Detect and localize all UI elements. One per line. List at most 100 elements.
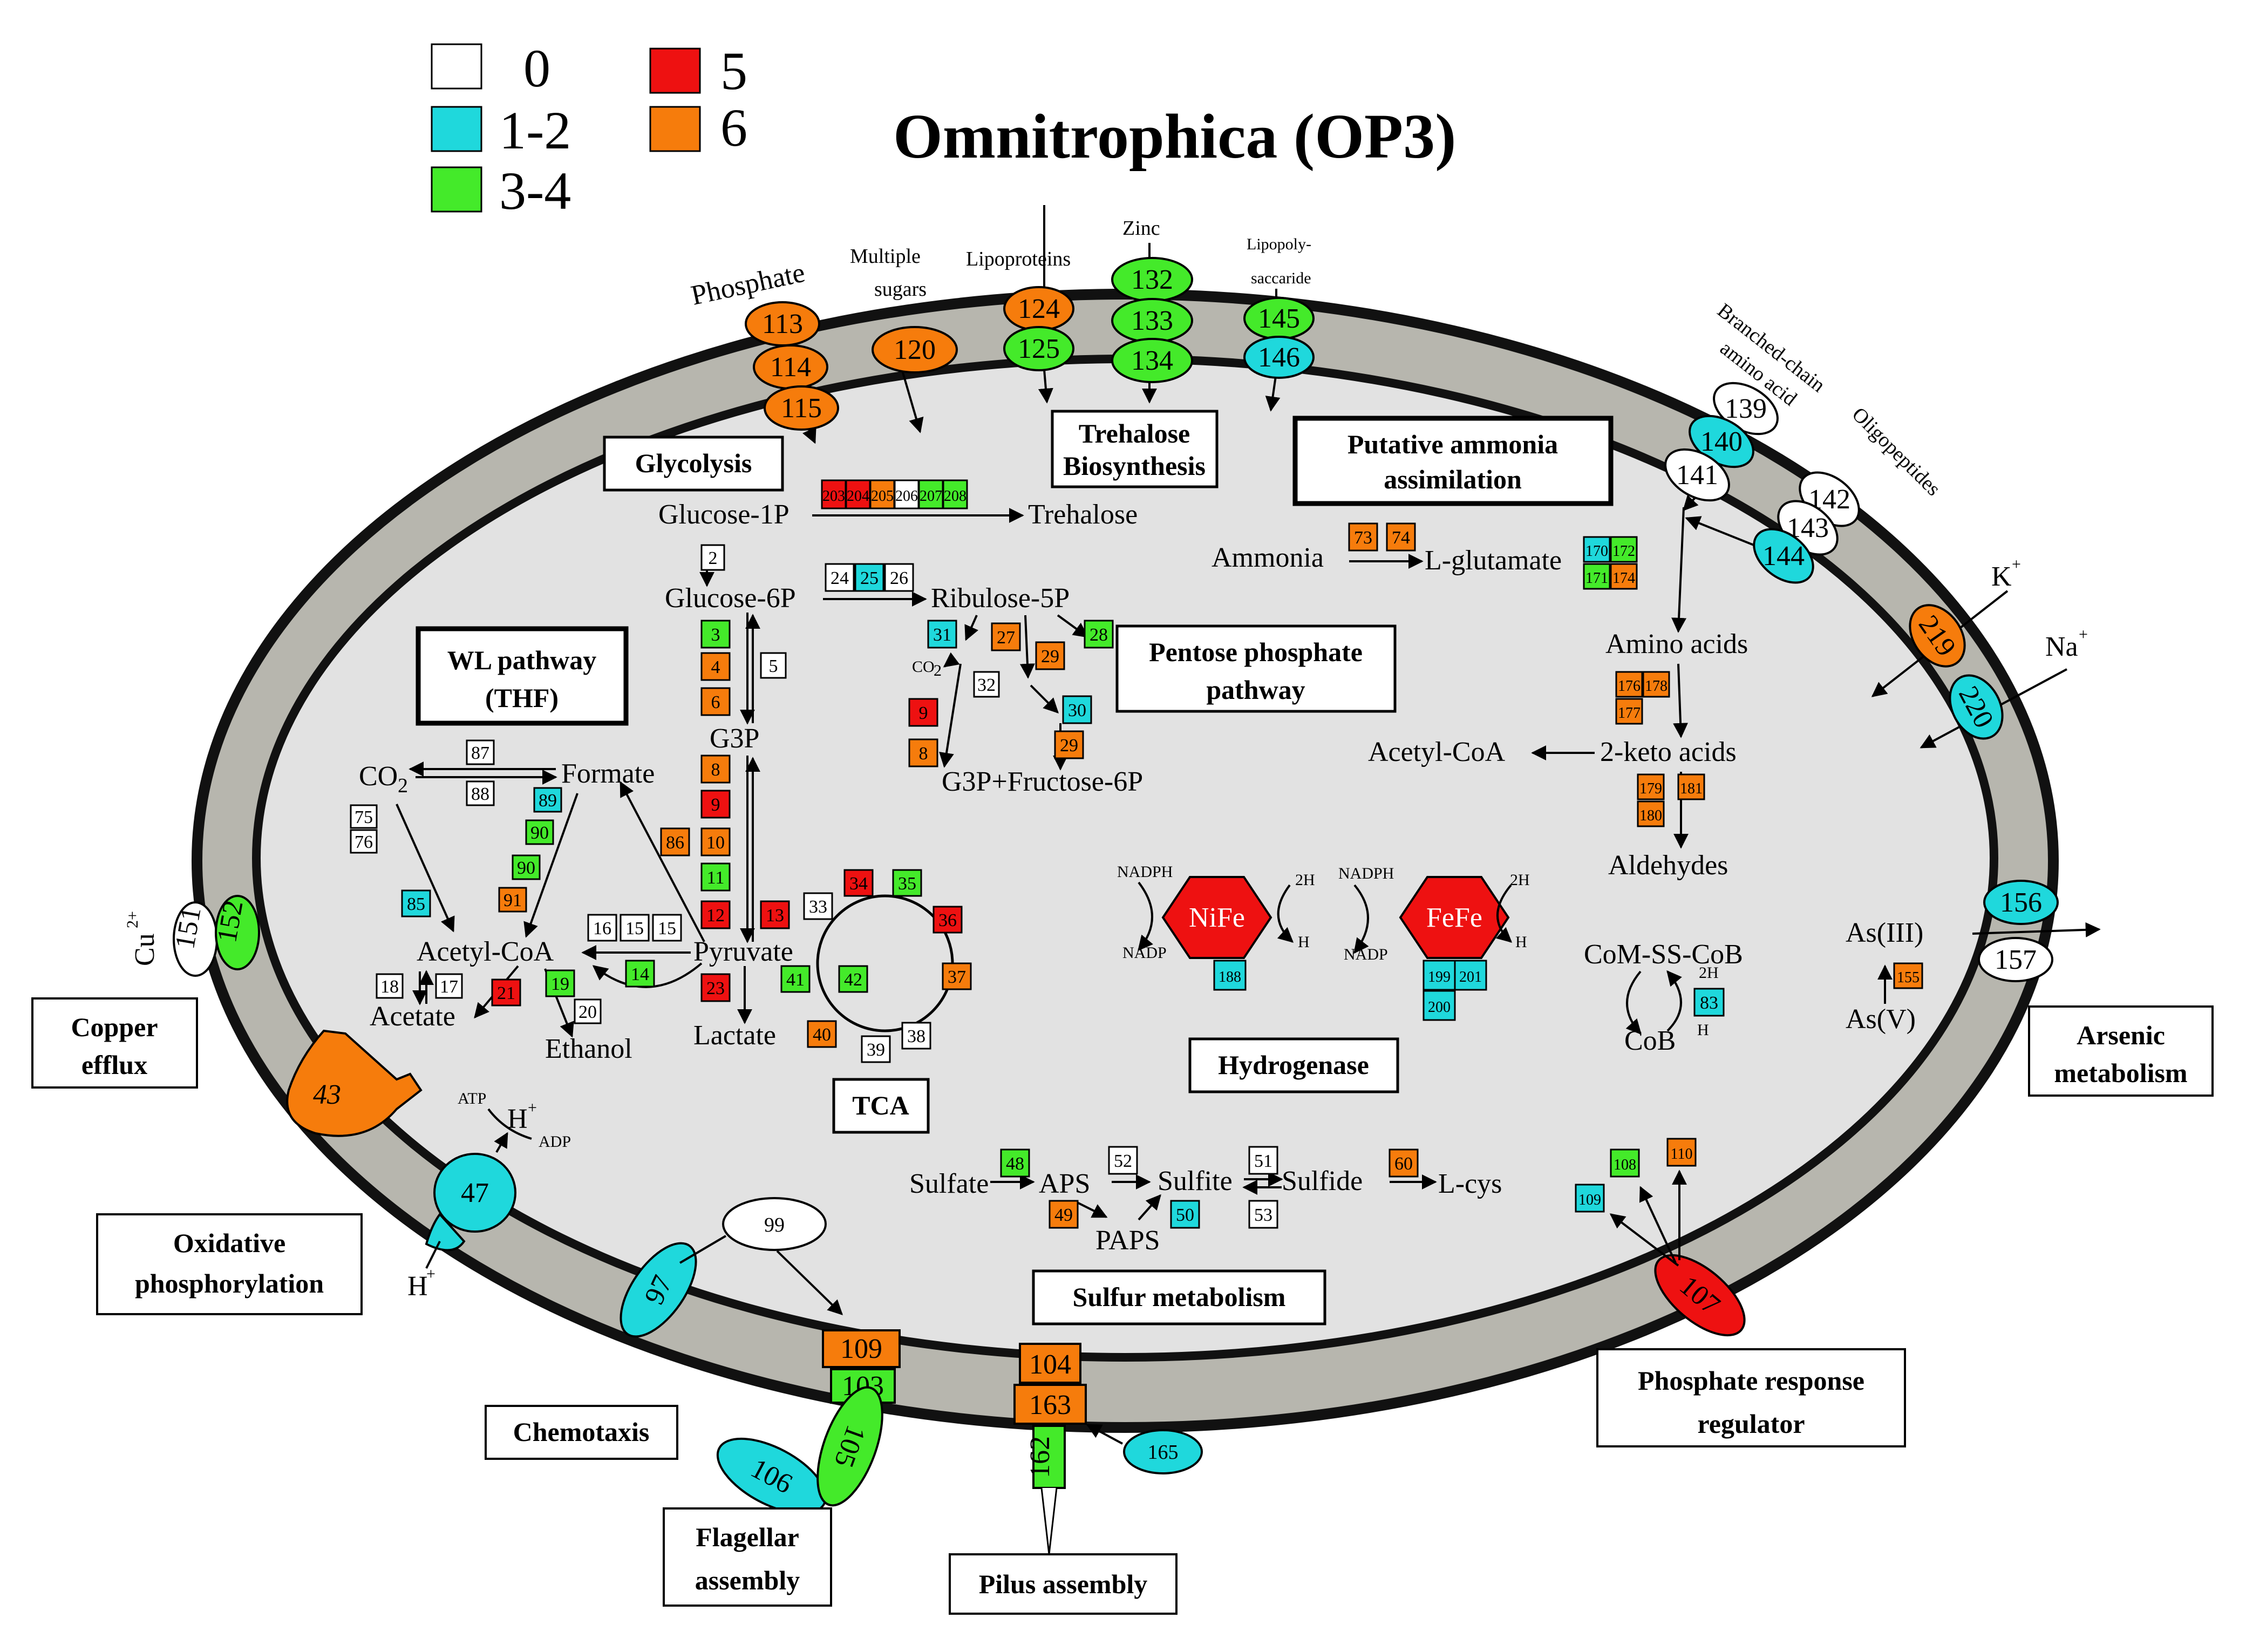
enzyme-box-74	[1386, 522, 1416, 552]
sugars-label-2: sugars	[874, 278, 927, 301]
enzyme-box-6	[700, 687, 731, 716]
enzyme-label-206: 206	[895, 488, 918, 505]
tca-title: TCA	[852, 1090, 909, 1120]
enzyme-box-188	[1213, 960, 1247, 991]
protein-134: 134	[1131, 345, 1173, 376]
enzyme-label-21: 21	[497, 983, 515, 1003]
enzyme-box-201	[1454, 960, 1487, 991]
protein-162: 163	[1029, 1390, 1071, 1420]
enzyme-box-24	[825, 563, 855, 592]
lipoproteins-label: Lipoproteins	[966, 248, 1071, 270]
enzyme-label-109: 109	[1578, 1192, 1601, 1208]
enzyme-box-88	[466, 780, 495, 806]
fefe-label: FeFe	[1426, 902, 1482, 933]
nadp-2: NADP	[1344, 946, 1388, 963]
oligopeptides-label: Oligopeptides	[1848, 403, 1945, 500]
arsenic-title-2: metabolism	[2054, 1058, 2187, 1088]
zinc-label: Zinc	[1122, 217, 1160, 240]
chemotaxis-title: Chemotaxis	[513, 1417, 650, 1447]
nife-hydrogenase	[1161, 876, 1272, 959]
l-glutamate: L-glutamate	[1425, 545, 1562, 576]
wl-title-2: (THF)	[485, 683, 559, 713]
enzyme-label-42: 42	[844, 970, 862, 990]
enzyme-label-40: 40	[813, 1025, 831, 1045]
k-transporter	[1909, 604, 1966, 668]
enzyme-label-53: 53	[1254, 1205, 1272, 1225]
enzyme-label-179: 179	[1639, 780, 1662, 797]
enzyme-box-15	[620, 914, 650, 942]
copper-title-2: efflux	[81, 1050, 147, 1080]
protein-139: 139	[1725, 393, 1767, 424]
enzyme-box-23	[700, 973, 731, 1002]
enzyme-label-5: 5	[769, 656, 778, 676]
enzyme-label-201: 201	[1459, 969, 1482, 985]
pilus-protein-161	[1032, 1425, 1066, 1489]
protein-125: 125	[1018, 334, 1060, 364]
enzyme-label-29: 29	[1060, 736, 1078, 756]
hplus2-charge: +	[426, 1265, 435, 1283]
enzyme-box-51	[1248, 1146, 1278, 1175]
formate: Formate	[561, 758, 655, 789]
cu-label: Cu	[130, 933, 160, 966]
enzyme-label-73: 73	[1354, 528, 1372, 548]
enzyme-box-178	[1642, 671, 1670, 698]
enzyme-label-108: 108	[1614, 1157, 1636, 1173]
legend-swatch-3-4	[431, 166, 482, 213]
enzyme-box-29	[1054, 730, 1084, 759]
enzyme-box-179	[1637, 773, 1665, 800]
enzyme-box-8	[700, 754, 731, 784]
enzyme-box-9	[700, 790, 731, 819]
enzyme-label-90: 90	[530, 823, 549, 843]
enzyme-label-13: 13	[766, 906, 784, 926]
enzyme-label-74: 74	[1392, 528, 1410, 548]
enzyme-label-177: 177	[1618, 705, 1641, 722]
enzyme-label-15: 15	[625, 919, 644, 939]
enzyme-label-6: 6	[711, 692, 720, 712]
enzyme-box-60	[1389, 1148, 1419, 1178]
enzyme-label-28: 28	[1090, 625, 1108, 645]
lipoprotein-transporter-125	[1003, 326, 1074, 371]
enzyme-label-88: 88	[471, 784, 489, 804]
acetyl-coa-2: Acetyl-CoA	[1368, 737, 1506, 767]
ammonia-title-2: assimilation	[1384, 464, 1522, 494]
enzyme-label-207: 207	[920, 488, 942, 505]
enzyme-label-29: 29	[1041, 647, 1059, 667]
enzyme-label-172: 172	[1612, 543, 1635, 560]
l-cys: L-cys	[1438, 1168, 1502, 1199]
co2-sub: 2	[398, 774, 408, 797]
enzyme-label-12: 12	[706, 906, 725, 926]
flagellar-title-2: assembly	[695, 1565, 800, 1595]
enzyme-box-53	[1248, 1200, 1278, 1229]
enzyme-box-33	[803, 892, 833, 920]
pilus-filament	[1040, 1487, 1058, 1555]
copper-pump-152	[215, 895, 260, 970]
enzyme-label-85: 85	[407, 894, 425, 914]
acetyl-coa: Acetyl-CoA	[417, 936, 554, 967]
enzyme-label-24: 24	[831, 568, 849, 588]
atp-synthase-47: 47	[425, 1153, 516, 1252]
enzyme-label-8: 8	[919, 744, 928, 764]
enzyme-label-155: 155	[1897, 969, 1920, 986]
enzyme-label-200: 200	[1428, 999, 1451, 1016]
enzyme-box-29	[1035, 641, 1065, 670]
protein-157: 157	[1995, 944, 2037, 975]
enzyme-label-20: 20	[578, 1002, 597, 1022]
enzyme-label-23: 23	[706, 978, 725, 998]
bcaa-transporter: 139 140 141	[1664, 382, 1779, 502]
enzyme-box-20	[574, 998, 602, 1024]
protein-140: 140	[1700, 426, 1743, 457]
pentose-title-1: Pentose phosphate	[1149, 637, 1363, 667]
protein-99: 99	[764, 1214, 785, 1236]
enzyme-label-34: 34	[849, 874, 868, 894]
enzyme-label-203: 203	[822, 488, 845, 505]
enzyme-box-17	[435, 973, 463, 999]
protein-151: 151	[169, 905, 207, 951]
flagellar-title-1: Flagellar	[696, 1522, 799, 1552]
h2-c: 2H	[1510, 871, 1530, 889]
enzyme-box-12	[700, 900, 731, 929]
fefe-hydrogenase	[1399, 876, 1510, 959]
enzyme-label-11: 11	[707, 868, 725, 888]
wl-title-1: WL pathway	[447, 645, 596, 675]
g3p-fructose6p: G3P+Fructose-6P	[942, 766, 1143, 797]
flagellin-106	[716, 1437, 827, 1515]
